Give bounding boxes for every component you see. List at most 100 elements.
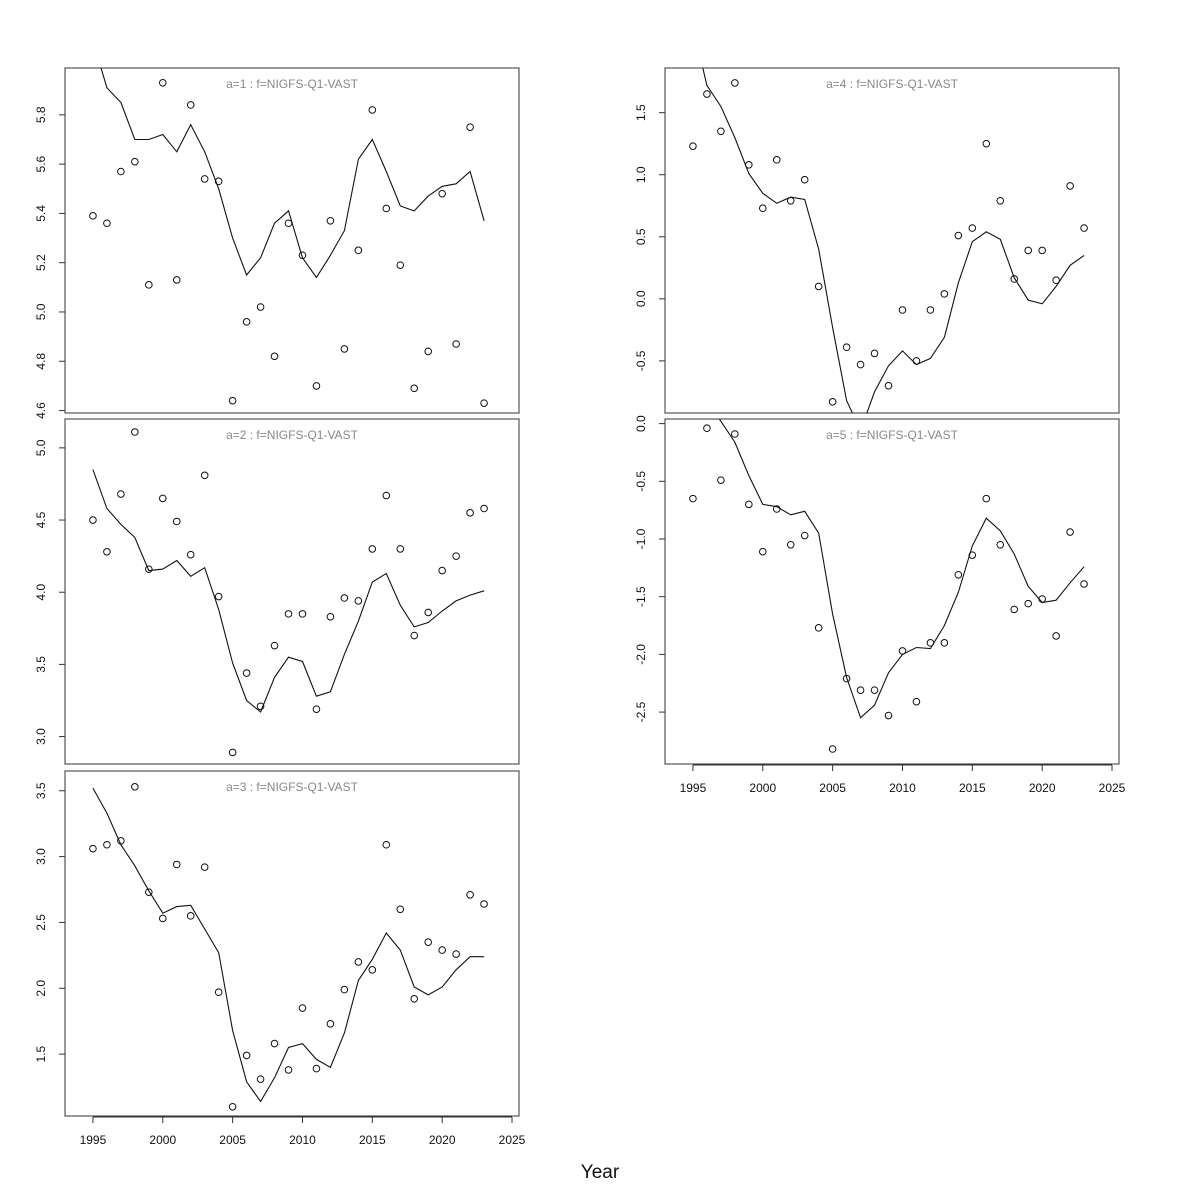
observed-point — [689, 142, 697, 150]
observed-point — [89, 844, 97, 853]
observed-point — [1080, 224, 1088, 232]
y-tick-label: 0.0 — [634, 290, 648, 307]
y-tick-label: 3.5 — [34, 782, 48, 799]
observed-point — [438, 946, 446, 954]
observed-point — [870, 686, 879, 694]
y-tick-label: 1.0 — [634, 166, 648, 183]
observed-point — [284, 610, 293, 618]
y-tick-label: 2.5 — [34, 914, 48, 931]
observed-point — [200, 175, 209, 183]
y-tick-label: 3.0 — [34, 848, 48, 865]
observed-point — [814, 282, 823, 291]
observed-point — [1052, 276, 1060, 285]
observed-point — [480, 900, 488, 908]
observed-point — [103, 840, 111, 849]
observed-point — [242, 669, 251, 677]
observed-point — [145, 565, 153, 573]
observed-point — [131, 157, 139, 166]
y-tick-label: 1.5 — [634, 104, 648, 121]
x-tick-label: 2010 — [289, 1133, 316, 1147]
observed-point — [214, 988, 223, 997]
observed-point — [256, 702, 265, 711]
observed-point — [731, 79, 739, 87]
observed-point — [340, 985, 349, 994]
observed-point — [145, 281, 153, 289]
observed-point — [228, 396, 237, 405]
observed-point — [270, 1039, 279, 1048]
observed-point — [898, 306, 907, 314]
observed-point — [131, 783, 139, 791]
observed-point — [996, 540, 1005, 549]
observed-point — [814, 624, 823, 632]
observed-point — [382, 491, 391, 500]
observed-point — [256, 1075, 265, 1083]
observed-point — [228, 748, 237, 757]
observed-point — [145, 888, 153, 896]
observed-point — [326, 1020, 335, 1028]
observed-point — [717, 476, 725, 484]
observed-point — [284, 219, 293, 228]
observed-point — [382, 204, 391, 213]
x-tick-label: 1995 — [80, 1133, 107, 1147]
observed-point — [438, 566, 446, 575]
observed-point — [870, 349, 879, 358]
panel-5: a=5 : f=NIGFS-Q1-VAST -2.5 -2.0 -1.5 -1.0 -0.… — [634, 415, 1126, 795]
observed-point — [354, 958, 363, 966]
observed-point — [89, 516, 97, 524]
observed-point — [1024, 599, 1032, 608]
panel-title: a=3 : f=NIGFS-Q1-VAST — [226, 780, 358, 794]
observed-point — [884, 381, 893, 390]
x-tick-label: 2000 — [149, 1133, 176, 1147]
observed-point — [214, 592, 223, 601]
observed-point — [703, 424, 711, 433]
plot-frame — [64, 418, 520, 765]
observed-point — [172, 860, 181, 869]
observed-point — [480, 399, 488, 407]
observed-point — [703, 90, 711, 98]
observed-point — [1080, 580, 1088, 588]
observed-point — [856, 686, 865, 694]
observed-point — [480, 504, 488, 513]
observed-point — [1066, 528, 1074, 536]
y-tick-label: -0.5 — [634, 471, 648, 492]
y-tick-label: 5.2 — [34, 254, 48, 271]
observed-point — [340, 594, 349, 602]
plot-frame — [64, 67, 520, 414]
y-tick-label: 0.0 — [634, 415, 648, 432]
x-tick-label: 2025 — [499, 1133, 526, 1147]
observed-point — [940, 639, 949, 647]
x-tick-label: 2000 — [749, 781, 776, 795]
observed-point — [731, 430, 739, 438]
y-tick-label: 4.5 — [34, 511, 48, 528]
observed-point — [884, 711, 893, 720]
plot-frame — [64, 770, 520, 1117]
y-tick-label: -1.0 — [634, 528, 648, 549]
x-tick-label: 2020 — [1029, 781, 1056, 795]
observed-point — [758, 547, 767, 556]
observed-point — [131, 428, 139, 436]
observed-point — [200, 863, 209, 871]
y-tick-label: 5.4 — [34, 205, 48, 222]
x-tick-label: 2015 — [959, 781, 986, 795]
observed-point — [410, 384, 419, 393]
observed-point — [158, 494, 167, 503]
observed-point — [424, 608, 433, 617]
observed-point — [717, 127, 725, 136]
observed-point — [689, 494, 697, 503]
observed-point — [410, 631, 419, 640]
observed-point — [452, 950, 460, 958]
observed-point — [284, 1066, 293, 1074]
observed-point — [758, 204, 767, 213]
panel-title: a=1 : f=NIGFS-Q1-VAST — [226, 77, 358, 91]
observed-point — [382, 840, 391, 849]
observed-point — [800, 175, 809, 184]
observed-point — [270, 352, 279, 361]
observed-point — [996, 196, 1005, 205]
y-tick-label: 4.6 — [34, 402, 48, 419]
observed-point — [745, 500, 753, 509]
observed-point — [452, 340, 460, 348]
observed-point — [926, 306, 935, 314]
observed-point — [1010, 605, 1019, 614]
observed-point — [772, 156, 781, 164]
observed-point — [940, 290, 949, 298]
